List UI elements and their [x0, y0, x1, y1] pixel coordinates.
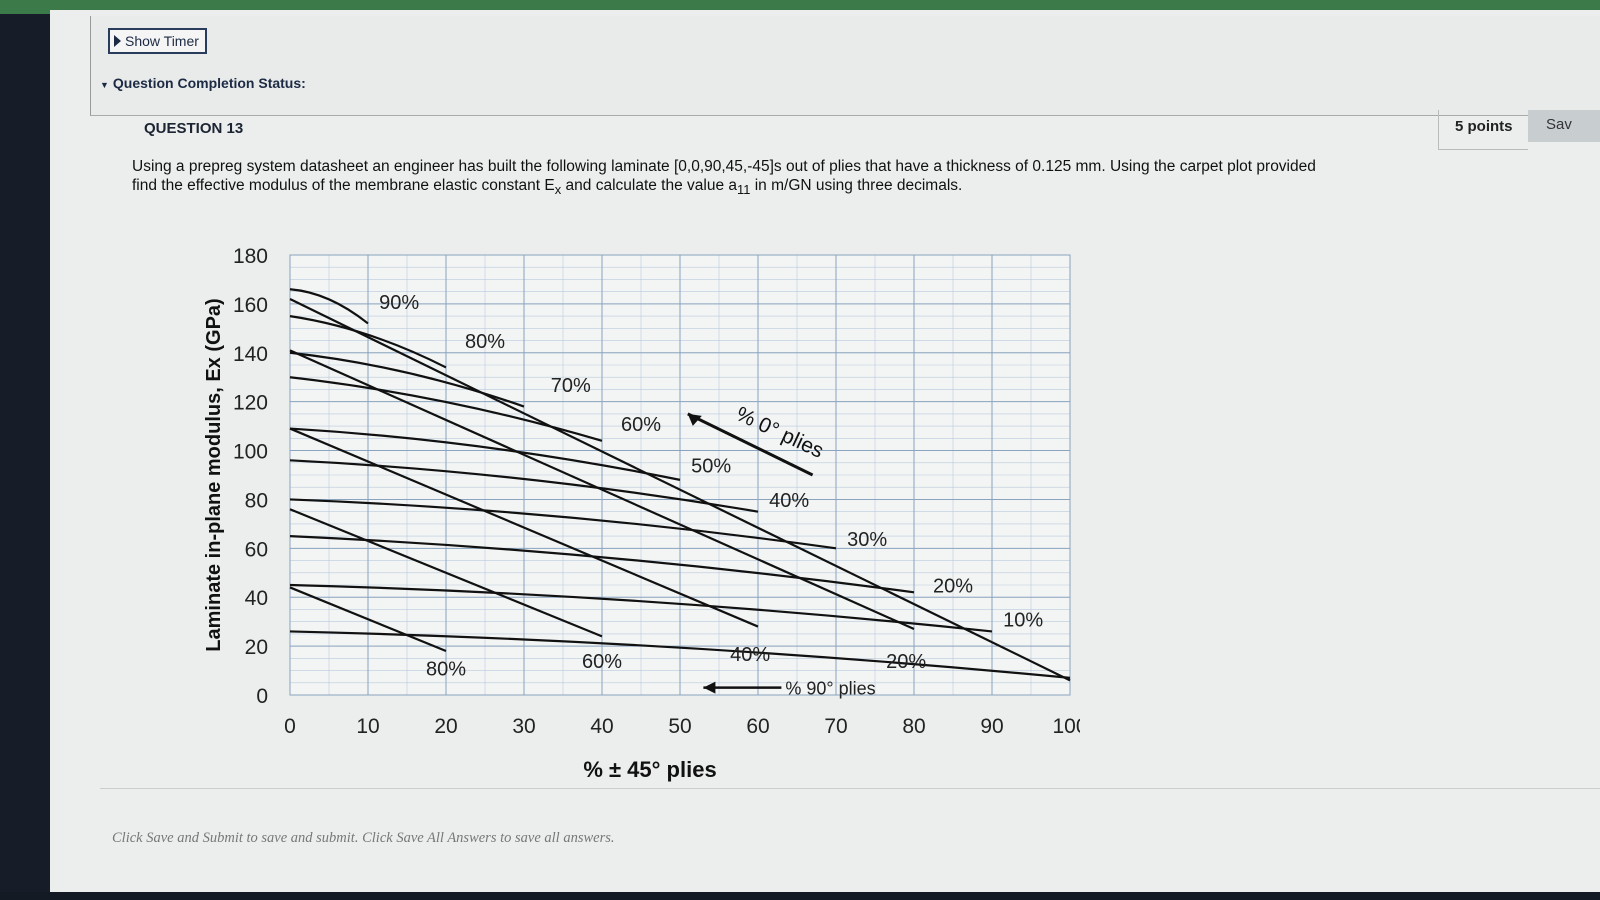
- bottom-bar: [0, 892, 1600, 900]
- a11-subscript: 11: [737, 182, 751, 198]
- line-90deg-label: 60%: [582, 651, 622, 673]
- curve-0deg-label: 70%: [551, 375, 591, 397]
- y-tick-label: 60: [245, 538, 268, 561]
- y-tick-label: 40: [245, 587, 268, 610]
- x-tick-label: 20: [434, 715, 457, 738]
- y-tick-label: 120: [233, 392, 268, 415]
- question-text-part-c: in m/GN using three decimals.: [750, 177, 963, 194]
- show-timer-button[interactable]: Show Timer: [108, 28, 207, 54]
- x-tick-label: 60: [746, 715, 769, 738]
- x-tick-label: 90: [980, 715, 1003, 738]
- curve-0deg-30pct: [289, 498, 837, 550]
- curve-0deg-10pct: [289, 583, 993, 633]
- save-answer-button[interactable]: Sav: [1528, 110, 1600, 142]
- question-text-part-b: and calculate the value a: [561, 177, 738, 194]
- x-tick-label: 80: [902, 715, 925, 738]
- curve-0deg-label: 50%: [691, 456, 731, 478]
- curve-0deg-label: 90%: [379, 292, 419, 314]
- line-90deg-40pct: [289, 427, 759, 628]
- line-90deg-60pct: [289, 508, 603, 638]
- curve-0deg-60pct: [289, 376, 603, 442]
- curve-0deg-50pct: [289, 427, 681, 481]
- y-tick-label: 100: [233, 441, 268, 464]
- question-text-line-1: Using a prepreg system datasheet an engi…: [132, 158, 1316, 175]
- test-page: Show Timer ▼ Question Completion Status: …: [50, 10, 1600, 898]
- curve-0deg-70pct: [289, 351, 525, 408]
- zero-deg-arrowhead: [687, 413, 702, 426]
- x-tick-label: 0: [284, 715, 296, 738]
- line-90deg-0pct: [289, 298, 1071, 682]
- line-90deg-label: 80%: [426, 658, 466, 680]
- curve-0deg-label: 60%: [621, 414, 661, 436]
- y-tick-label: 20: [245, 636, 268, 659]
- curve-0deg-label: 40%: [769, 490, 809, 512]
- question-text: Using a prepreg system datasheet an engi…: [132, 157, 1332, 199]
- curve-0deg-40pct: [289, 459, 759, 513]
- completion-status-label: Question Completion Status:: [112, 75, 306, 91]
- line-90deg-label: 20%: [886, 651, 926, 673]
- expand-triangle-icon: [114, 35, 121, 47]
- line-90deg-20pct: [289, 349, 915, 631]
- y-tick-label: 0: [256, 685, 268, 708]
- x-tick-label: 40: [590, 715, 613, 738]
- y-tick-label: 160: [233, 294, 268, 317]
- line-90deg-80pct: [289, 586, 447, 653]
- ninety-deg-arrowhead: [703, 681, 716, 694]
- ninety-deg-label: % 90° plies: [785, 679, 875, 699]
- x-axis-title: % ± 45° plies: [583, 757, 716, 782]
- question-text-part-a: find the effective modulus of the membra…: [132, 177, 555, 194]
- curve-0deg-0pct: [289, 630, 1071, 679]
- curve-0deg-label: 10%: [1003, 610, 1043, 632]
- footer-instructions: Click Save and Submit to save and submit…: [112, 830, 615, 846]
- points-badge: 5 points: [1438, 110, 1528, 150]
- test-info-panel: [90, 16, 1600, 116]
- y-tick-label: 140: [233, 343, 268, 366]
- carpet-plot-svg: 0 20 40 60 80 100 120 140 160 180 0 10 20 30 40 50 60 70 8…: [203, 245, 1088, 782]
- curve-0deg-90pct: [289, 288, 369, 325]
- line-90deg-label: 40%: [730, 644, 770, 666]
- carpet-plot: 0 20 40 60 80 100 120 140 160 180 0 10 20 30 40 50 60 70 8…: [150, 235, 1088, 805]
- x-tick-label: 100: [1052, 715, 1080, 738]
- y-axis-title: Laminate in-plane modulus, Ex (GPa): [203, 298, 225, 651]
- footer-divider: [100, 788, 1600, 789]
- y-tick-label: 180: [233, 245, 268, 268]
- zero-deg-arrow: [687, 412, 814, 477]
- ex-subscript: x: [554, 182, 562, 198]
- show-timer-label: Show Timer: [125, 33, 199, 49]
- question-completion-status[interactable]: ▼ Question Completion Status:: [100, 75, 306, 91]
- x-tick-label: 30: [512, 715, 535, 738]
- curve-0deg-label: 30%: [847, 529, 887, 551]
- x-tick-label: 70: [824, 715, 847, 738]
- x-tick-label: 10: [356, 715, 379, 738]
- curve-0deg-label: 20%: [933, 575, 973, 597]
- left-margin: [0, 14, 50, 900]
- x-tick-label: 50: [668, 715, 691, 738]
- y-tick-label: 80: [245, 489, 268, 512]
- curve-0deg-80pct: [289, 315, 447, 369]
- question-text-line-2: find the effective modulus of the membra…: [132, 176, 1332, 199]
- curve-0deg-20pct: [289, 535, 915, 594]
- chevron-down-icon: ▼: [100, 80, 109, 90]
- curve-0deg-label: 80%: [465, 331, 505, 353]
- question-title: QUESTION 13: [144, 120, 244, 137]
